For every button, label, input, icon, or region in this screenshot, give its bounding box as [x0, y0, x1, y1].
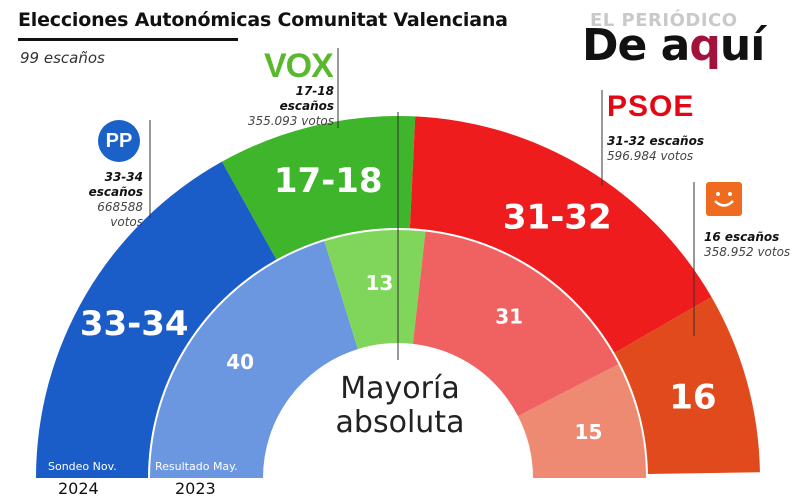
vox-votes: 355.093 votos [247, 114, 334, 128]
brand-top-text: EL PERIÓDICO [590, 10, 738, 31]
compromis-seats: 16 escaños [704, 230, 780, 244]
total-seats-subtitle: 99 escaños [20, 49, 105, 67]
pp-votes: 668588 votos [97, 200, 143, 229]
inner-ring-year: 2023 [175, 479, 216, 498]
outer-value-label: 31-32 [503, 198, 612, 238]
pp-seats: 33-34 escaños [88, 170, 143, 199]
pp-logo-icon: PP [98, 120, 140, 162]
vox-seats: 17-18 escaños [279, 84, 334, 113]
psoe-logo-icon: PSOE [607, 90, 695, 123]
inner-segment-pp [150, 241, 358, 478]
inner-value-label: 31 [495, 305, 523, 329]
outer-value-label: 17-18 [274, 161, 383, 201]
outer-segment-psoe [409, 116, 712, 353]
brand-logo: EL PERIÓDICO De aquí [582, 10, 782, 71]
outer-segment-pp [36, 161, 277, 479]
title-underline [18, 38, 238, 41]
vox-logo-icon: VOX [264, 47, 334, 85]
inner-segment-comproms [517, 364, 646, 478]
inner-value-label: 13 [365, 271, 393, 295]
inner-segment-psoe [412, 231, 619, 417]
outer-ring-year: 2024 [58, 479, 99, 498]
page-title: Elecciones Autonómicas Comunitat Valenci… [18, 9, 508, 31]
inner-segment-vox [324, 230, 426, 350]
outer-ring-2024: 33-34 17-18 31-32 16 [36, 116, 760, 479]
outer-segment-vox [221, 116, 416, 260]
pp-info: 33-34 escaños 668588 votos [61, 170, 143, 230]
psoe-votes: 596.984 votos [607, 149, 694, 163]
majority-label: Mayoría absoluta [335, 371, 465, 440]
outer-value-label: 33-34 [80, 304, 189, 344]
outer-ring-label: Sondeo Nov. [48, 460, 117, 473]
compromis-votes: 358.952 votos [704, 245, 791, 259]
psoe-seats: 31-32 escaños [607, 134, 704, 148]
inner-value-label: 15 [575, 420, 603, 444]
vox-info: 17-18 escaños 355.093 votos [244, 84, 334, 129]
leader-lines [149, 48, 695, 360]
outer-segment-comproms [614, 297, 760, 475]
inner-value-label: 40 [226, 350, 254, 374]
brand-bottom-text: De aquí [582, 20, 765, 71]
inner-ring-label: Resultado May. [155, 460, 238, 473]
compromis-smile-icon [706, 182, 742, 216]
inner-ring-2023: 40 13 31 15 [150, 230, 646, 478]
compromis-info: 16 escaños 358.952 votos [704, 230, 790, 260]
psoe-info: 31-32 escaños 596.984 votos [607, 134, 704, 164]
outer-value-label: 16 [669, 377, 716, 417]
